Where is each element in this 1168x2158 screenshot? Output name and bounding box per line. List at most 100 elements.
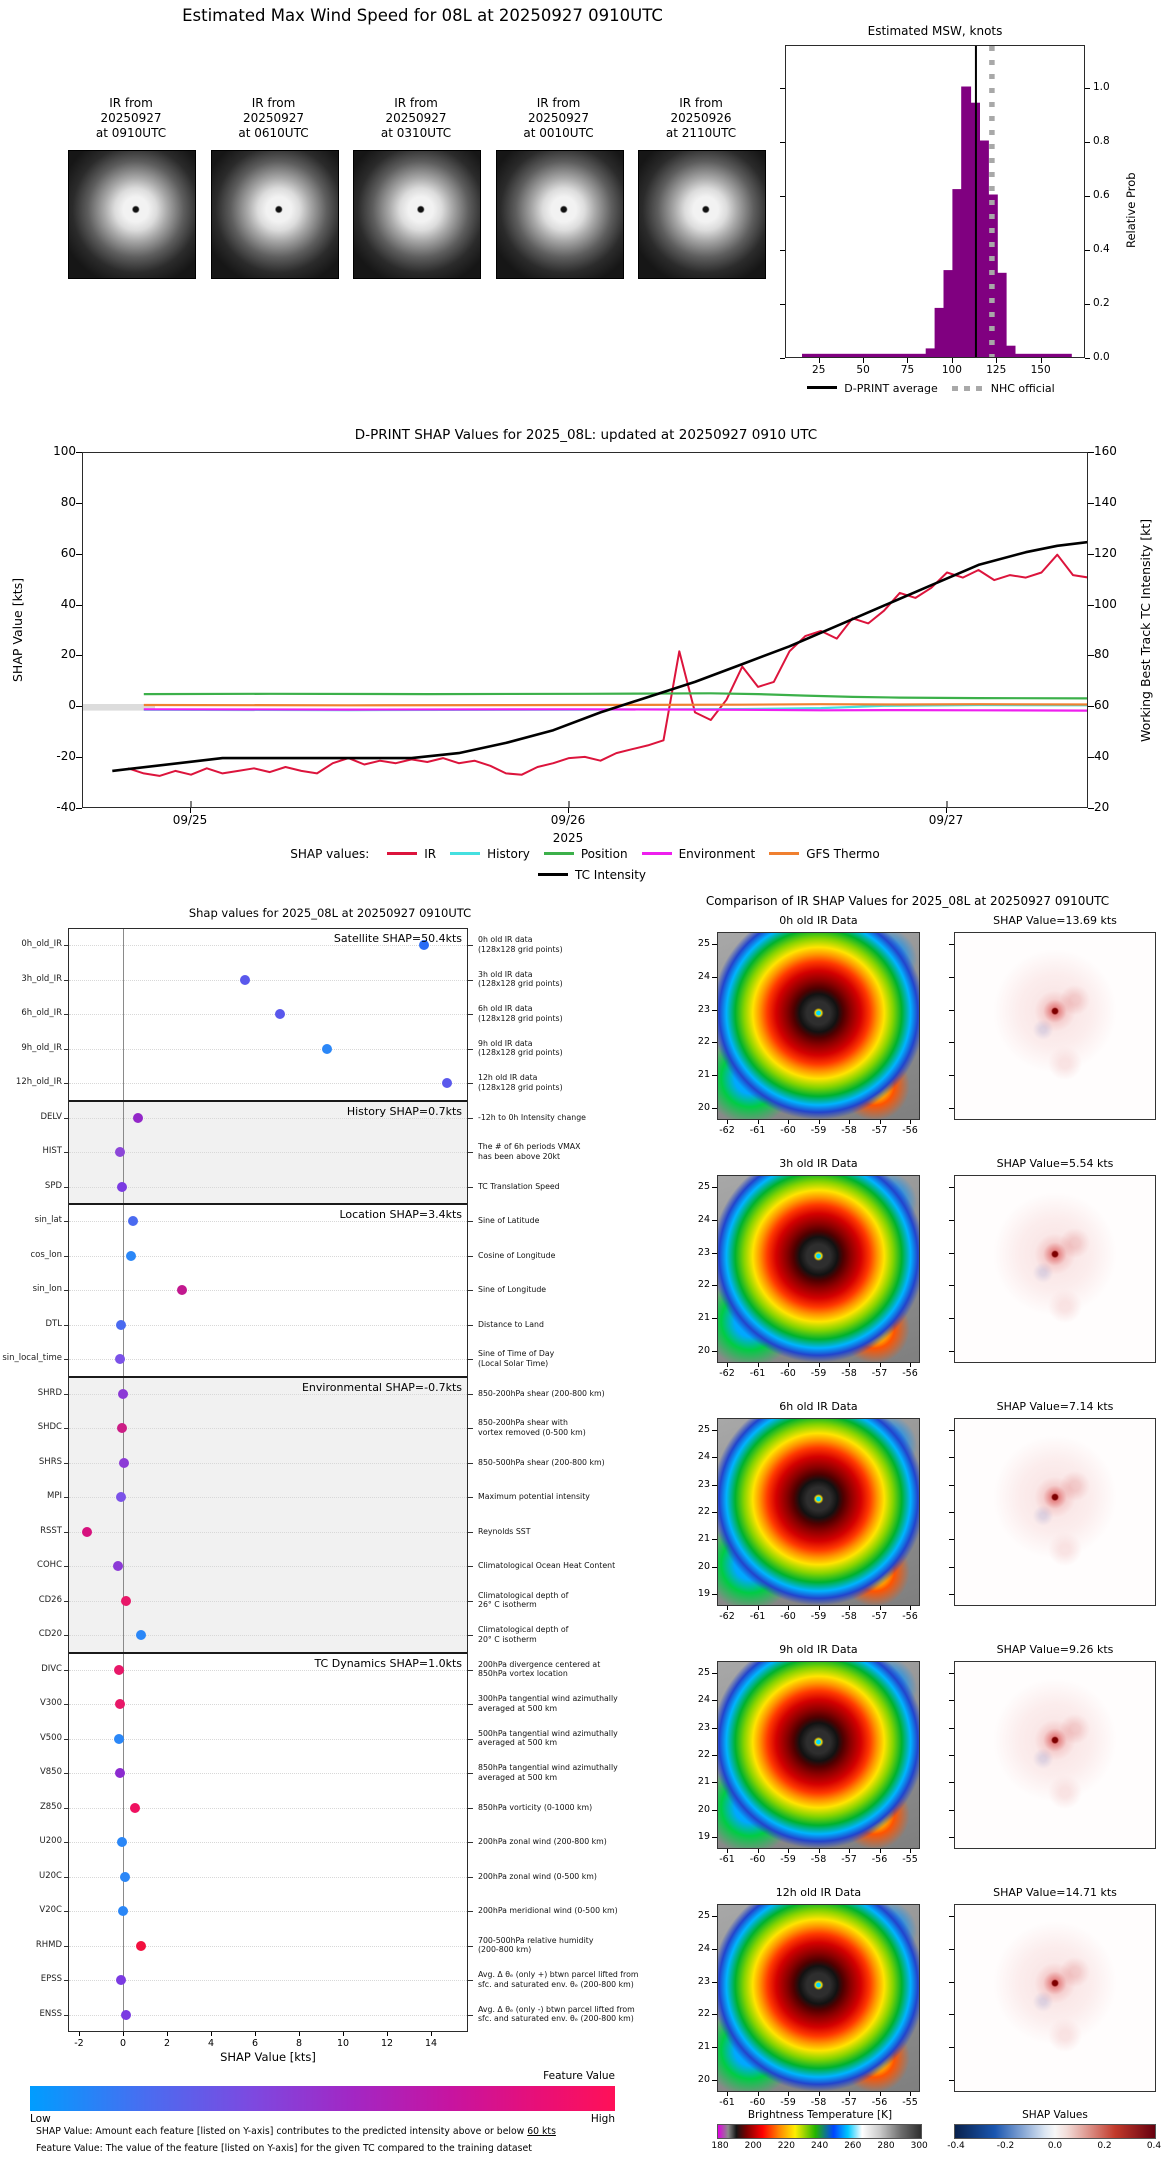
lat-tick-mark [712, 1673, 717, 1674]
timeseries-ytick-right-label: 140 [1094, 494, 1117, 509]
feature-description: Cosine of Longitude [478, 1250, 556, 1260]
timeseries-ytick-right-label: 100 [1094, 596, 1117, 611]
histogram-ytick-mark [780, 88, 785, 89]
shap-footnote-2: Feature Value: The value of the feature … [36, 2143, 532, 2154]
lon-tick-label: -61 [749, 1368, 766, 1379]
feature-description: Climatological depth of 26° C isotherm [478, 1590, 569, 1610]
row-gridline [69, 1290, 467, 1292]
timeseries-xtick-mark [568, 808, 569, 813]
lon-tick-label: -62 [719, 1611, 735, 1622]
left-tick [64, 1255, 68, 1257]
row-gridline [69, 1359, 467, 1361]
right-tick [468, 1945, 473, 1947]
timeseries-ytick-left-label: 100 [53, 444, 76, 458]
right-tick [468, 1738, 473, 1740]
lat-tick-mark [949, 1512, 954, 1513]
shap-colorbar-tick: 0.2 [1097, 2141, 1112, 2151]
timeseries-ytick-mark [1088, 757, 1094, 759]
lon-tick-label: -59 [780, 1854, 796, 1865]
lat-tick-mark [712, 1594, 717, 1595]
ir-panel-title: 3h old IR Data [779, 1157, 858, 1170]
lon-tick-mark [727, 1849, 728, 1853]
feature-name-label: SHRD [37, 1387, 62, 1398]
right-tick [468, 1669, 473, 1671]
lon-tick-mark [910, 1120, 911, 1124]
row-gridline [69, 1462, 467, 1464]
shap-dot [116, 1181, 127, 1192]
histogram-xtick-mark [951, 358, 953, 363]
left-tick [64, 1945, 68, 1947]
feature-description: 300hPa tangential wind azimuthally avera… [478, 1694, 618, 1713]
lon-tick-label: -58 [841, 1611, 857, 1622]
right-tick [468, 2014, 473, 2016]
timeseries-ytick-mark [1088, 553, 1094, 555]
shap-dot [135, 1630, 146, 1641]
lat-tick-label: 19 [697, 1588, 710, 1599]
dotplot-xtick-mark [299, 2032, 300, 2036]
lon-tick-mark [727, 1606, 728, 1610]
legend-item-tc-intensity: TC Intensity [524, 868, 646, 882]
ir-grayscale-image [353, 150, 481, 279]
lon-tick-label: -55 [902, 2097, 918, 2108]
feature-name-label: SPD [44, 1180, 62, 1191]
row-gridline [69, 1635, 467, 1637]
histogram-ytick-mark [780, 250, 785, 251]
left-tick [64, 1911, 68, 1913]
row-gridline [69, 2014, 467, 2016]
feature-name-label: CD26 [38, 1594, 62, 1605]
timeseries-ytick-right-label: 120 [1094, 545, 1117, 560]
histogram-ytick-label: 0.8 [1093, 135, 1110, 147]
lat-tick-mark [712, 1837, 717, 1838]
left-tick [64, 1186, 68, 1188]
lat-tick-mark [949, 1539, 954, 1541]
lat-tick-mark [949, 1837, 954, 1838]
right-tick [468, 1980, 473, 1982]
feature-name-label: SHRS [38, 1456, 62, 1467]
row-gridline [69, 1773, 467, 1775]
left-tick [64, 1773, 68, 1775]
lat-tick-mark [949, 1351, 954, 1352]
timeseries-ytick-mark [76, 604, 82, 606]
row-gridline [69, 1980, 467, 1982]
lat-tick-mark [712, 1916, 717, 1917]
lon-tick-label: -58 [841, 1125, 857, 1136]
dotplot-xtick-label: 4 [207, 2038, 215, 2049]
lon-tick-mark [788, 1120, 789, 1124]
feature-name-label: V300 [39, 1698, 62, 1709]
timeseries-ytick-mark [1088, 452, 1094, 453]
right-tick [468, 1324, 473, 1326]
lon-tick-mark [879, 1849, 881, 1853]
dotplot-xtick-mark [167, 2032, 168, 2036]
line-swatch [543, 851, 574, 855]
lat-tick-mark [712, 1042, 717, 1044]
left-tick [64, 1117, 68, 1119]
lat-tick-mark [712, 1219, 717, 1221]
row-gridline [69, 1048, 467, 1050]
row-gridline [69, 1117, 467, 1119]
dotplot-xtick-label: 2 [163, 2038, 171, 2049]
dotplot-xtick-mark [431, 2032, 432, 2036]
lat-tick-label: 21 [697, 1533, 710, 1545]
shap-dot [127, 1216, 138, 1227]
lon-tick-mark [788, 1363, 789, 1367]
feature-description: Sine of Time of Day (Local Solar Time) [478, 1349, 555, 1368]
timeseries-ytick-mark [1088, 706, 1094, 708]
right-tick [468, 1531, 473, 1533]
lon-tick-mark [849, 1606, 850, 1610]
lat-tick-mark [712, 1566, 717, 1568]
timeseries-ytick-right-label: 20 [1094, 800, 1110, 814]
right-tick [468, 1186, 473, 1188]
right-tick [468, 1428, 473, 1430]
lon-tick-mark [788, 1606, 789, 1610]
lat-tick-mark [949, 1700, 954, 1702]
section-label: History SHAP=0.7kts [346, 1104, 462, 1118]
lon-tick-mark [757, 1363, 759, 1367]
page-title: Estimated Max Wind Speed for 08L at 2025… [182, 6, 663, 25]
lat-tick-mark [949, 1484, 954, 1486]
histogram-xtick-mark [996, 358, 998, 363]
section-divider [68, 1651, 468, 1654]
feature-name-label: 0h_old_IR [21, 939, 62, 950]
lon-tick-label: -57 [871, 1368, 888, 1379]
shap-panel-title: SHAP Value=7.14 kts [996, 1400, 1114, 1413]
lon-tick-mark [818, 1363, 820, 1367]
